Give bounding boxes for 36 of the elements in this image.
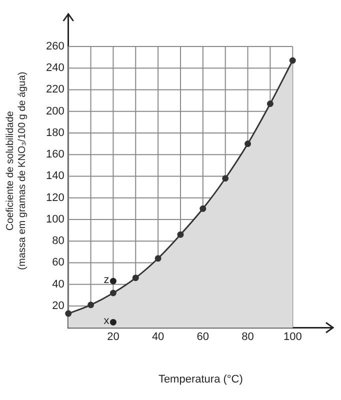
- y-tick-label: 120: [46, 192, 64, 204]
- point: [200, 205, 206, 212]
- point: [110, 318, 116, 326]
- point: [110, 278, 116, 284]
- text: (massa em gramas de KNO₃/100 g de água): [16, 72, 28, 270]
- x-tick-label: 100: [283, 331, 302, 344]
- point: [110, 290, 116, 296]
- point: [244, 140, 252, 148]
- annotation: x: [104, 315, 110, 328]
- point: [266, 100, 274, 108]
- point: [154, 255, 162, 262]
- x-tick-label: 40: [152, 331, 164, 344]
- x-tick-label: 20: [107, 331, 120, 344]
- x-tick-label: 80: [242, 331, 254, 344]
- y-tick-label: 240: [46, 62, 64, 74]
- y-tick-label: 20: [52, 300, 64, 312]
- point: [222, 175, 229, 182]
- x-axis-title: Temperatura (°C): [158, 373, 243, 386]
- y-tick-label: 200: [46, 105, 64, 118]
- annotation: z: [104, 274, 110, 286]
- y-tick-label: 220: [46, 84, 64, 96]
- y-tick-label: 40: [52, 278, 64, 290]
- y-tick-label: 180: [46, 126, 64, 139]
- point: [289, 57, 296, 64]
- point: [88, 302, 94, 308]
- y-tick-label: 260: [46, 40, 64, 52]
- x-tick-label: 60: [196, 331, 210, 344]
- point: [132, 274, 139, 282]
- y-tick-label: 100: [46, 213, 64, 226]
- y-tick-label: 60: [52, 256, 64, 269]
- point: [177, 231, 184, 238]
- y-tick-label: 160: [46, 148, 64, 161]
- y-tick-label: 80: [52, 235, 64, 248]
- text: Coeficiente de solubilidade: [4, 111, 16, 231]
- y-tick-label: 140: [46, 170, 64, 182]
- point: [65, 310, 72, 317]
